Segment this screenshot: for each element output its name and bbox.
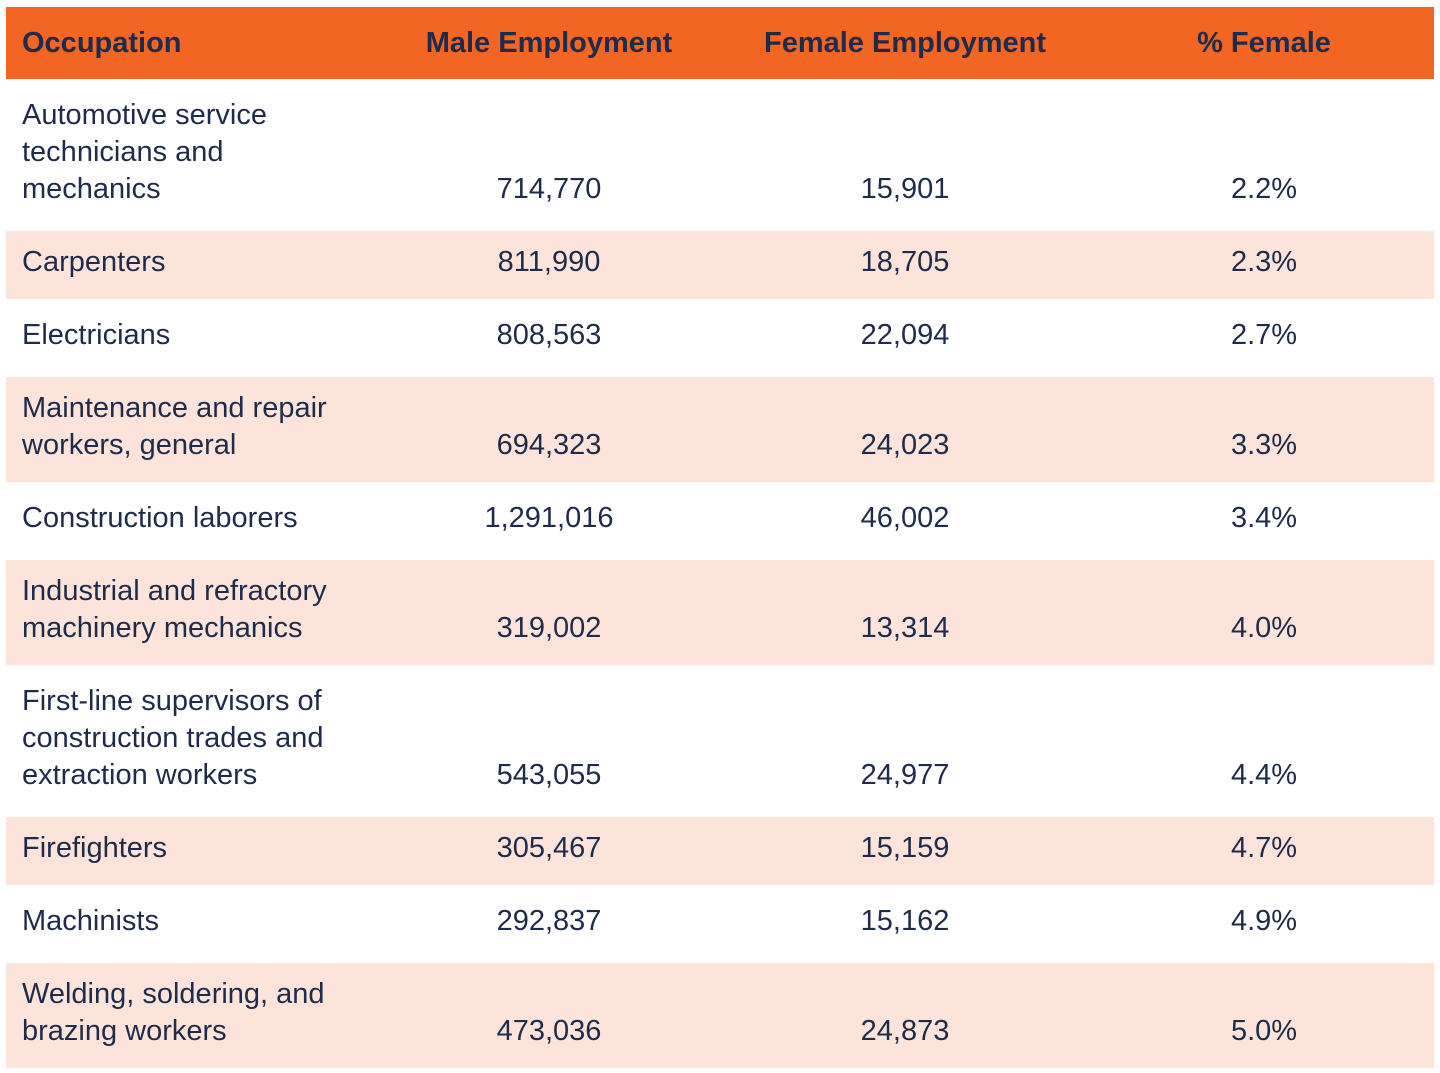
cell-pct-female: 5.0% xyxy=(1094,963,1434,1073)
cell-male-employment: 473,036 xyxy=(382,963,716,1073)
cell-pct-female: 4.9% xyxy=(1094,890,1434,963)
cell-female-employment: 15,162 xyxy=(716,890,1094,963)
cell-female-employment: 15,159 xyxy=(716,817,1094,890)
table-row: Welding, soldering, and brazing workers … xyxy=(6,963,1434,1073)
cell-occupation: Machinists xyxy=(6,890,382,963)
cell-female-employment: 22,094 xyxy=(716,304,1094,377)
column-header-pct-female: % Female xyxy=(1094,7,1434,84)
cell-occupation: Automotive service technicians and mecha… xyxy=(6,84,382,231)
table-row: Construction laborers 1,291,016 46,002 3… xyxy=(6,487,1434,560)
employment-table: Occupation Male Employment Female Employ… xyxy=(6,7,1434,1073)
cell-pct-female: 4.0% xyxy=(1094,560,1434,670)
cell-occupation: Firefighters xyxy=(6,817,382,890)
table-row: Carpenters 811,990 18,705 2.3% xyxy=(6,231,1434,304)
cell-female-employment: 18,705 xyxy=(716,231,1094,304)
table-row: Maintenance and repair workers, general … xyxy=(6,377,1434,487)
cell-male-employment: 808,563 xyxy=(382,304,716,377)
cell-pct-female: 2.7% xyxy=(1094,304,1434,377)
column-header-female-employment: Female Employment xyxy=(716,7,1094,84)
cell-male-employment: 543,055 xyxy=(382,670,716,817)
cell-female-employment: 24,023 xyxy=(716,377,1094,487)
cell-male-employment: 694,323 xyxy=(382,377,716,487)
cell-male-employment: 292,837 xyxy=(382,890,716,963)
cell-pct-female: 3.3% xyxy=(1094,377,1434,487)
table-row: Electricians 808,563 22,094 2.7% xyxy=(6,304,1434,377)
cell-occupation: Electricians xyxy=(6,304,382,377)
cell-male-employment: 319,002 xyxy=(382,560,716,670)
cell-pct-female: 4.4% xyxy=(1094,670,1434,817)
cell-male-employment: 714,770 xyxy=(382,84,716,231)
cell-occupation: Industrial and refractory machinery mech… xyxy=(6,560,382,670)
cell-occupation: Carpenters xyxy=(6,231,382,304)
table-row: Industrial and refractory machinery mech… xyxy=(6,560,1434,670)
cell-occupation: Maintenance and repair workers, general xyxy=(6,377,382,487)
cell-pct-female: 3.4% xyxy=(1094,487,1434,560)
cell-occupation: First-line supervisors of construction t… xyxy=(6,670,382,817)
cell-male-employment: 811,990 xyxy=(382,231,716,304)
table-row: Firefighters 305,467 15,159 4.7% xyxy=(6,817,1434,890)
cell-male-employment: 305,467 xyxy=(382,817,716,890)
table-row: Automotive service technicians and mecha… xyxy=(6,84,1434,231)
cell-female-employment: 24,873 xyxy=(716,963,1094,1073)
cell-pct-female: 2.3% xyxy=(1094,231,1434,304)
column-header-male-employment: Male Employment xyxy=(382,7,716,84)
table-row: First-line supervisors of construction t… xyxy=(6,670,1434,817)
cell-pct-female: 4.7% xyxy=(1094,817,1434,890)
cell-female-employment: 15,901 xyxy=(716,84,1094,231)
table-header-row: Occupation Male Employment Female Employ… xyxy=(6,7,1434,84)
table-row: Machinists 292,837 15,162 4.9% xyxy=(6,890,1434,963)
cell-female-employment: 24,977 xyxy=(716,670,1094,817)
cell-female-employment: 13,314 xyxy=(716,560,1094,670)
cell-occupation: Construction laborers xyxy=(6,487,382,560)
cell-pct-female: 2.2% xyxy=(1094,84,1434,231)
column-header-occupation: Occupation xyxy=(6,7,382,84)
cell-occupation: Welding, soldering, and brazing workers xyxy=(6,963,382,1073)
cell-female-employment: 46,002 xyxy=(716,487,1094,560)
cell-male-employment: 1,291,016 xyxy=(382,487,716,560)
